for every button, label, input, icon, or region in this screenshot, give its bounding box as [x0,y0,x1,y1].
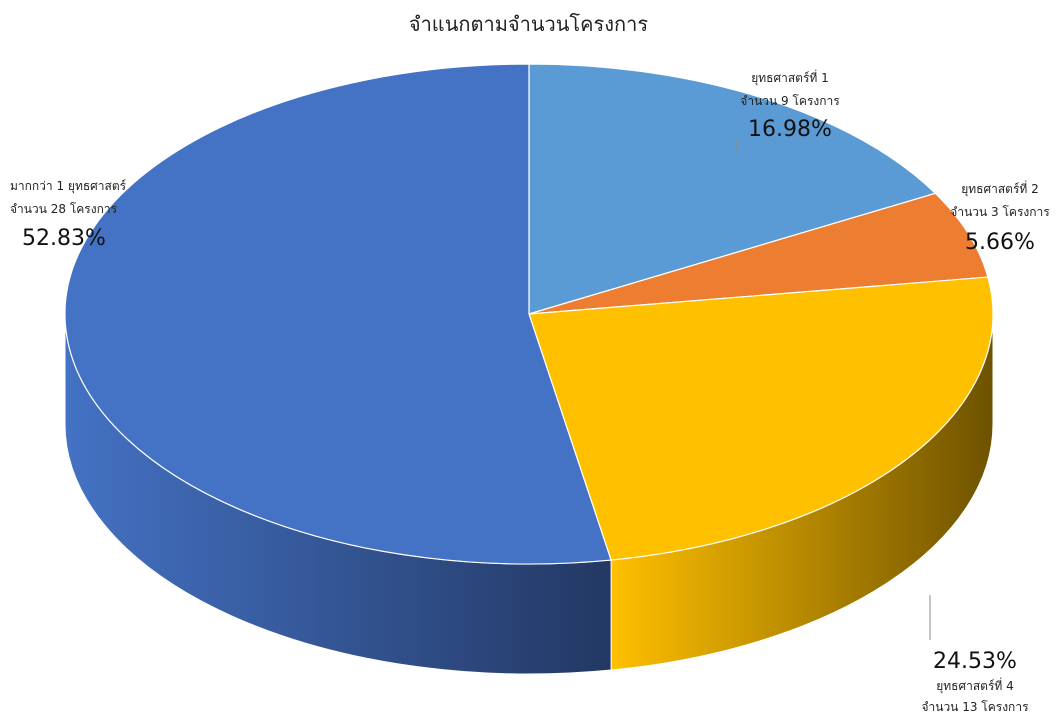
slice-label-2-percent: 5.66% [965,230,1035,255]
slice-label-4-count: จำนวน 28 โครงการ [10,202,118,216]
slice-label-1-count: จำนวน 9 โครงการ [740,94,840,108]
leader-lines [736,140,931,640]
slice-label-1-name: ยุทธศาสตร์ที่ 1 [751,69,829,86]
pie-slice-2 [528,192,989,315]
slice-label-3-count: จำนวน 13 โครงการ [921,700,1029,714]
slice-label-1-percent: 16.98% [748,117,832,142]
slice-label-3-name: ยุทธศาสตร์ที่ 4 [936,677,1014,694]
slice-label-3-percent: 24.53% [933,649,1017,674]
chart-title: จำแนกตามจำนวนโครงการ [408,12,649,36]
slice-label-2-count: จำนวน 3 โครงการ [950,205,1050,219]
slice-label-4-name: มากกว่า 1 ยุทธศาสตร์ [10,179,127,194]
pie-slice-3 [528,276,994,561]
pie-slice-4 [64,63,612,565]
slice-label-2-name: ยุทธศาสตร์ที่ 2 [961,180,1039,197]
slice-label-4-percent: 52.83% [22,226,106,251]
pie-slice-1 [528,63,937,315]
pie-tops [64,63,994,565]
